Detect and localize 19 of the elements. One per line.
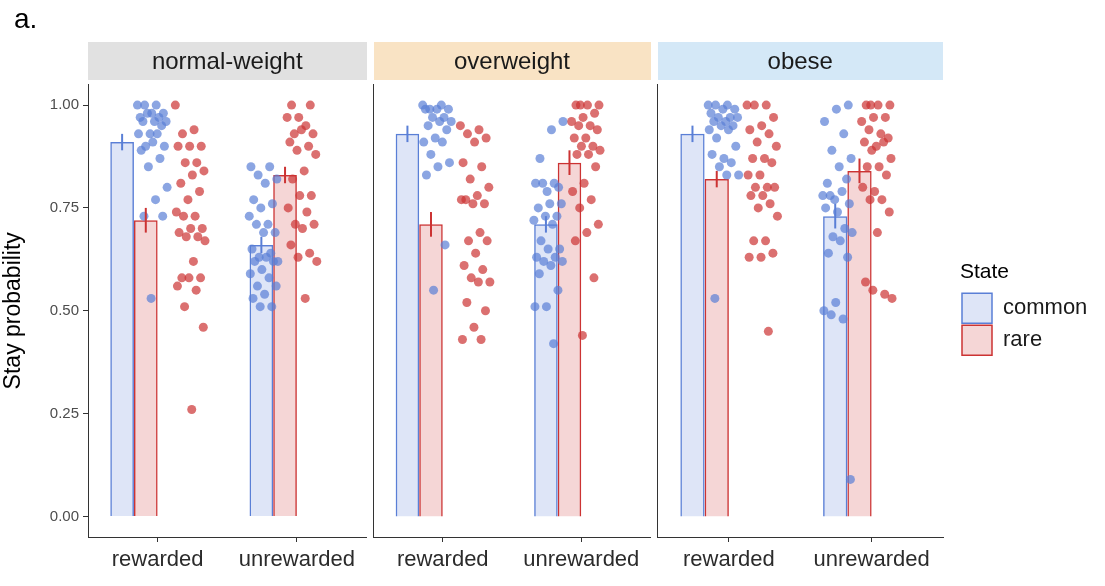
y-tick-label: 0.75 bbox=[49, 198, 79, 216]
legend-title: State bbox=[960, 259, 1010, 283]
y-tick-label: 1.00 bbox=[49, 95, 79, 113]
x-tick-label: rewarded bbox=[111, 546, 204, 572]
y-tick-label: 0.25 bbox=[49, 403, 79, 421]
chart-title: overweight bbox=[373, 42, 651, 80]
text: a. bbox=[14, 3, 38, 35]
legend-label: common bbox=[1003, 294, 1088, 320]
legend-label: rare bbox=[1003, 326, 1043, 352]
chart-title: normal-weight bbox=[88, 42, 367, 80]
x-tick-label: unrewarded bbox=[523, 546, 640, 572]
x-tick-label: unrewarded bbox=[813, 546, 930, 572]
chart-title: obese bbox=[657, 42, 943, 80]
x-tick-label: rewarded bbox=[396, 546, 489, 572]
y-axis-title: Stay probability bbox=[0, 231, 26, 390]
x-tick-label: rewarded bbox=[683, 546, 775, 572]
y-tick-label: 0.00 bbox=[49, 506, 79, 524]
y-tick-label: 0.50 bbox=[49, 300, 79, 318]
x-tick-label: unrewarded bbox=[238, 546, 355, 572]
